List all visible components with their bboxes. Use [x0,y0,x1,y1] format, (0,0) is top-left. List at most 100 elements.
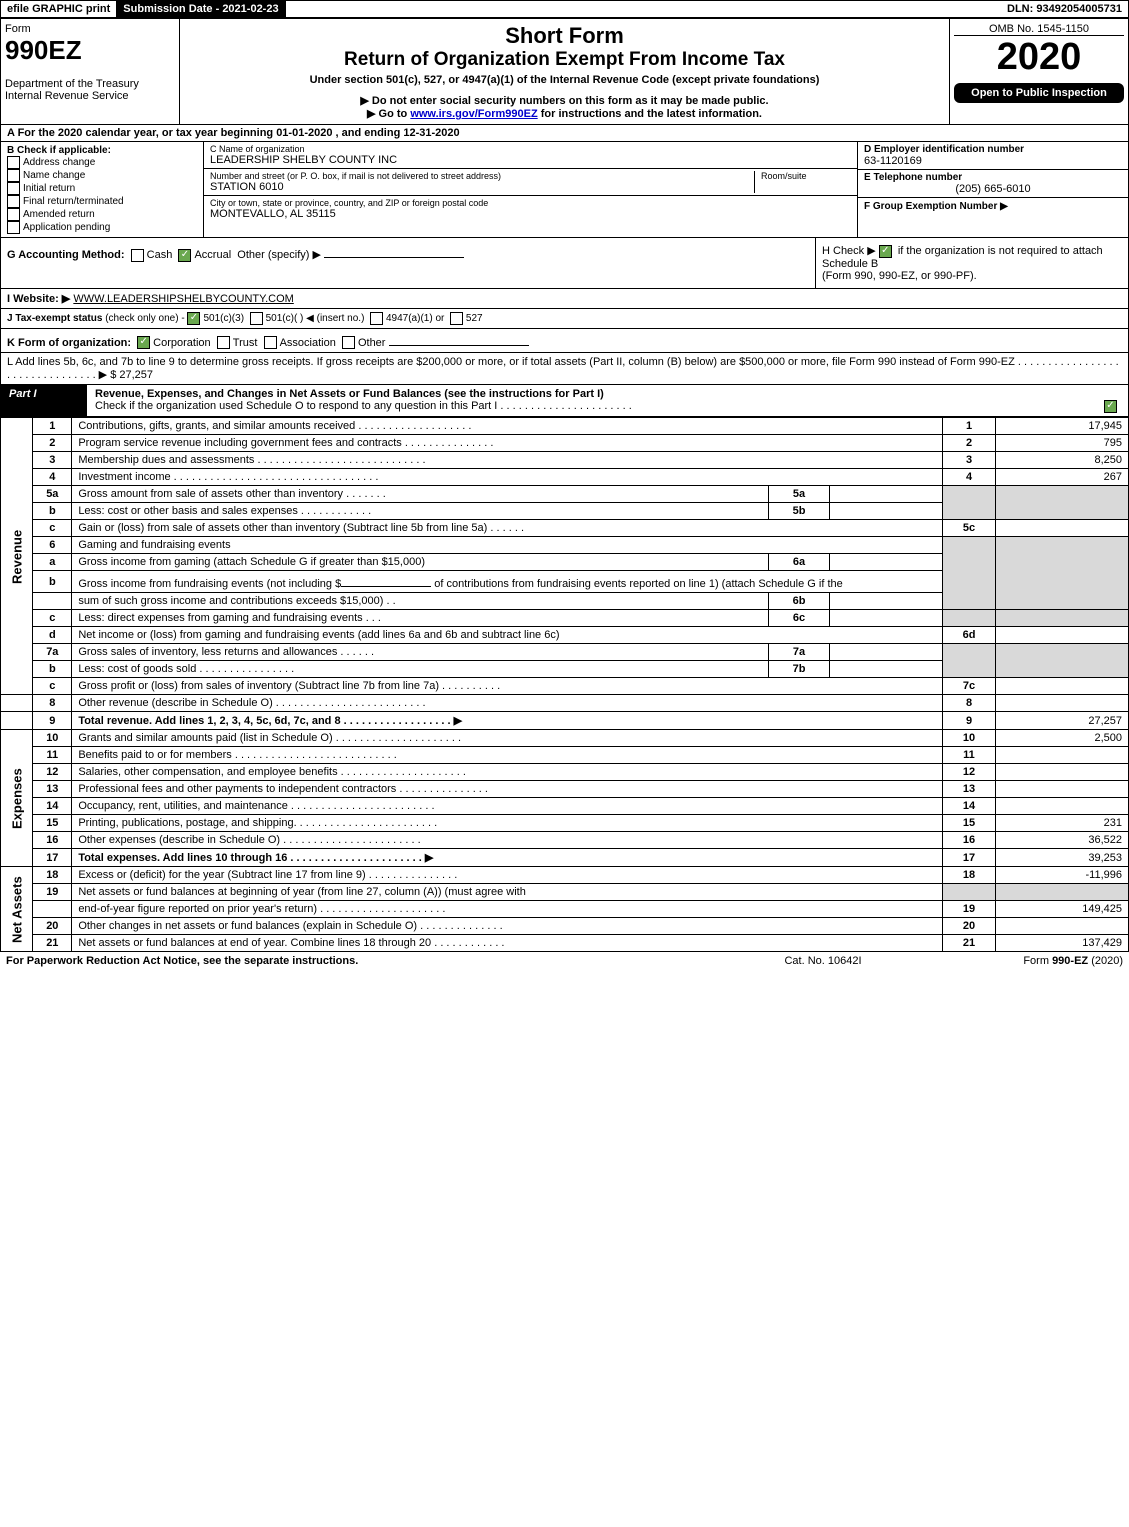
l6-shade-v [996,537,1129,610]
l6b-desc2: sum of such gross income and contributio… [72,593,769,610]
c-city-block: City or town, state or province, country… [204,196,857,222]
j-501c-box[interactable] [250,312,263,325]
k-trust-box[interactable] [217,336,230,349]
l7ab-shade-v [996,644,1129,678]
j-527-box[interactable] [450,312,463,325]
l6-shade [943,537,996,610]
l5ab-shade [943,486,996,520]
l6c-num: c [33,610,72,627]
goto-post: for instructions and the latest informat… [541,108,762,120]
title-main: Return of Organization Exempt From Incom… [184,49,945,71]
g-cash-box[interactable] [131,249,144,262]
g-accrual-box[interactable]: ✓ [178,249,191,262]
l19-desc2: end-of-year figure reported on prior yea… [72,901,943,918]
rev-spacer2 [1,712,33,730]
header-mid: Short Form Return of Organization Exempt… [180,19,950,124]
k-trust: Trust [233,337,258,349]
k-other-blank[interactable] [389,332,529,346]
l14-v [996,798,1129,815]
d-val: 63-1120169 [864,155,1122,167]
l9-num: 9 [33,712,72,730]
l1-num: 1 [33,418,72,435]
j-4947-box[interactable] [370,312,383,325]
l20-desc: Other changes in net assets or fund bala… [72,918,943,935]
l15-num: 15 [33,815,72,832]
c-address-block: Number and street (or P. O. box, if mail… [204,169,857,196]
omb-number: OMB No. 1545-1150 [954,23,1124,36]
b-opt-name[interactable]: Name change [7,169,197,182]
row-l: L Add lines 5b, 6c, and 7b to line 9 to … [0,353,1129,385]
l19-c: 19 [943,901,996,918]
l-text: L Add lines 5b, 6c, and 7b to line 9 to … [7,356,1119,381]
l10-desc: Grants and similar amounts paid (list in… [72,730,943,747]
website-link[interactable]: WWW.LEADERSHIPSHELBYCOUNTY.COM [73,293,293,305]
footer-mid: Cat. No. 10642I [723,955,923,967]
k-corp-box[interactable]: ✓ [137,336,150,349]
l20-num: 20 [33,918,72,935]
c-name-lbl: C Name of organization [210,144,851,154]
f-block: F Group Exemption Number ▶ [858,198,1128,214]
l21-c: 21 [943,935,996,952]
l6c-sv [830,610,943,627]
l7b-sc: 7b [769,661,830,678]
l13-v [996,781,1129,798]
identity-block: B Check if applicable: Address change Na… [0,142,1129,238]
l6c-sc: 6c [769,610,830,627]
l18-v: -11,996 [996,867,1129,884]
l6c-shade-v [996,610,1129,627]
l6b-num: b [33,571,72,593]
l6a-desc: Gross income from gaming (attach Schedul… [72,554,769,571]
c-city-val: MONTEVALLO, AL 35115 [210,208,851,220]
financial-table: Revenue 1 Contributions, gifts, grants, … [0,417,1129,952]
l7ab-shade [943,644,996,678]
l4-c: 4 [943,469,996,486]
efile-label: efile GRAPHIC print [1,1,117,17]
goto-line: ▶ Go to www.irs.gov/Form990EZ for instru… [184,107,945,120]
l6a-sc: 6a [769,554,830,571]
l18-num: 18 [33,867,72,884]
b-opt-pending[interactable]: Application pending [7,221,197,234]
l9-v: 27,257 [996,712,1129,730]
b-title: B Check if applicable: [7,145,197,156]
part-i-check[interactable]: ✓ [1104,400,1117,413]
l1-desc: Contributions, gifts, grants, and simila… [72,418,943,435]
j-501c3-box[interactable]: ✓ [187,312,200,325]
open-public-pill: Open to Public Inspection [954,83,1124,103]
g-block: G Accounting Method: Cash ✓Accrual Other… [1,238,816,288]
dept-treasury-1: Department of the Treasury [5,78,175,90]
l8-v [996,695,1129,712]
l7a-sv [830,644,943,661]
k-assoc: Association [280,337,336,349]
l1-v: 17,945 [996,418,1129,435]
c-room-lbl: Room/suite [761,171,851,181]
l6d-v [996,627,1129,644]
l6d-c: 6d [943,627,996,644]
j-lbl: J Tax-exempt status [7,313,102,324]
row-gh: G Accounting Method: Cash ✓Accrual Other… [0,238,1129,289]
g-other-blank[interactable] [324,244,464,258]
l7a-desc: Gross sales of inventory, less returns a… [72,644,769,661]
l2-num: 2 [33,435,72,452]
l16-num: 16 [33,832,72,849]
l5c-num: c [33,520,72,537]
b-opt-address[interactable]: Address change [7,156,197,169]
d-block: D Employer identification number 63-1120… [858,142,1128,170]
l5a-desc: Gross amount from sale of assets other t… [72,486,769,503]
b-opt-final[interactable]: Final return/terminated [7,195,197,208]
l19-shade [943,884,996,901]
h-checkbox[interactable]: ✓ [879,245,892,258]
l10-num: 10 [33,730,72,747]
l18-c: 18 [943,867,996,884]
l5b-num: b [33,503,72,520]
l5a-sc: 5a [769,486,830,503]
b-opt-initial[interactable]: Initial return [7,182,197,195]
k-other: Other [358,337,386,349]
irs-link[interactable]: www.irs.gov/Form990EZ [410,108,537,120]
b-opt-amended[interactable]: Amended return [7,208,197,221]
k-assoc-box[interactable] [264,336,277,349]
title-short-form: Short Form [184,23,945,49]
l5ab-shade-v [996,486,1129,520]
k-other-box[interactable] [342,336,355,349]
g-accrual: Accrual [194,249,231,261]
l17-num: 17 [33,849,72,867]
